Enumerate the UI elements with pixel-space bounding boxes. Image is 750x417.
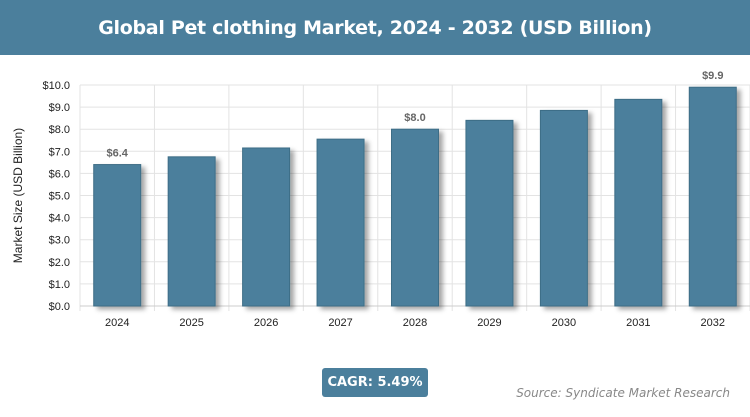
- x-tick-label: 2032: [701, 317, 725, 329]
- y-tick-label: $4.0: [49, 213, 70, 225]
- x-tick-label: 2028: [403, 317, 427, 329]
- y-tick-label: $7.0: [49, 146, 70, 158]
- cagr-badge: CAGR: 5.49%: [322, 368, 428, 397]
- x-tick-label: 2027: [328, 317, 352, 329]
- bar-2029: [465, 119, 514, 307]
- x-tick-label: 2025: [179, 317, 203, 329]
- data-label: $9.9: [702, 70, 723, 82]
- bar-2024: [93, 164, 142, 307]
- data-label: $8.0: [404, 112, 425, 124]
- x-tick-label: 2029: [477, 317, 501, 329]
- x-tick-label: 2026: [254, 317, 278, 329]
- bar-2032: [688, 86, 737, 307]
- bar-2028: [391, 128, 439, 307]
- y-tick-label: $0.0: [49, 301, 70, 313]
- x-tick-label: 2024: [105, 317, 129, 329]
- bar-chart: $0.0 $1.0 $2.0 $3.0 $4.0 $5.0 $6.0 $7.0 $8.0 $9.0…: [11, 70, 750, 329]
- x-tick-label: 2030: [552, 317, 576, 329]
- bar-2027: [316, 138, 365, 307]
- y-tick-label: $8.0: [49, 124, 70, 136]
- bar-2025: [167, 156, 216, 307]
- chart-title: Global Pet clothing Market, 2024 - 2032 …: [0, 0, 750, 55]
- y-tick-label: $2.0: [49, 257, 70, 269]
- y-tick-label: $9.0: [49, 102, 70, 114]
- data-label: $6.4: [107, 148, 129, 160]
- y-tick-label: $6.0: [49, 168, 70, 180]
- y-tick-label: $1.0: [49, 279, 70, 291]
- y-tick-label: $3.0: [49, 235, 70, 247]
- bar-2031: [614, 98, 663, 307]
- y-tick-label: $10.0: [42, 80, 70, 92]
- y-axis-label: Market Size (USD Billion): [11, 128, 25, 263]
- y-tick-label: $5.0: [49, 191, 70, 203]
- x-tick-label: 2031: [626, 317, 650, 329]
- bar-2030: [539, 109, 588, 307]
- bar-2026: [242, 147, 291, 307]
- source-note: Source: Syndicate Market Research: [516, 386, 730, 400]
